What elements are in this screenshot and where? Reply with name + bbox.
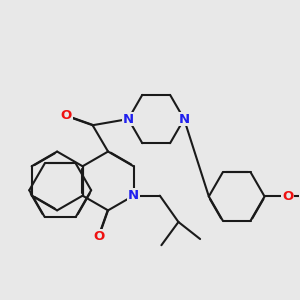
Text: N: N [123, 112, 134, 125]
Text: N: N [178, 112, 190, 125]
Text: O: O [282, 190, 293, 203]
Text: O: O [93, 230, 104, 243]
Text: N: N [128, 189, 139, 202]
Text: O: O [61, 110, 72, 122]
